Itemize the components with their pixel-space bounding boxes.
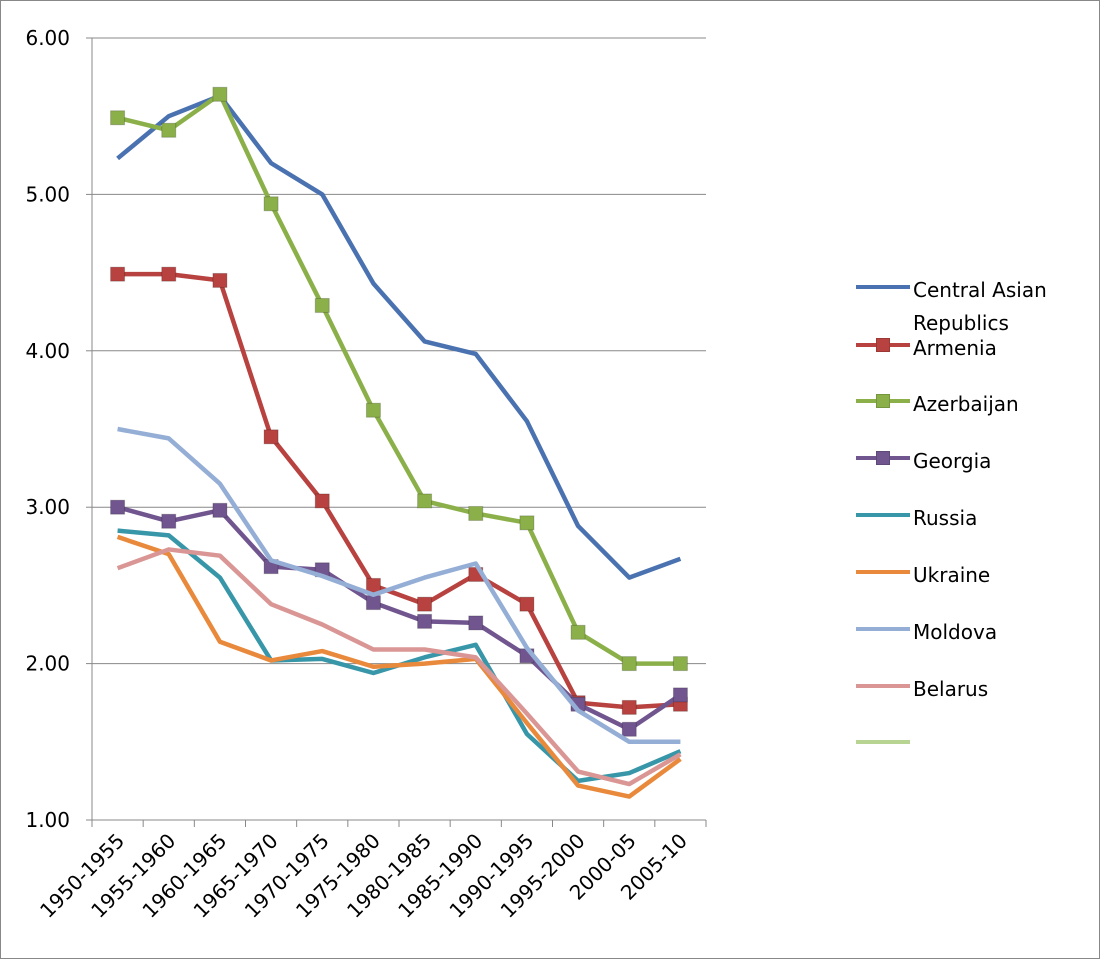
series-marker [110, 266, 126, 282]
y-tick-label: 2.00 [25, 652, 70, 676]
y-tick-label: 6.00 [25, 26, 70, 50]
legend-marker [876, 338, 890, 352]
series-marker [519, 515, 535, 531]
series-marker [212, 86, 228, 102]
series-marker [212, 272, 228, 288]
series-marker [110, 499, 126, 515]
legend-label: Central Asian Republics [913, 278, 1047, 335]
legend-swatch [856, 285, 910, 289]
legend-label: Georgia [913, 449, 992, 473]
series-marker [161, 122, 177, 138]
legend-item: Moldova [856, 614, 1096, 644]
series-marker [110, 110, 126, 126]
series-marker [621, 721, 637, 737]
series-line [117, 528, 682, 784]
series-marker [621, 699, 637, 715]
legend-item: Central Asian Republics [856, 272, 1096, 335]
legend-marker [876, 394, 890, 408]
series-marker [365, 595, 381, 611]
series-marker [672, 656, 688, 672]
series-marker [570, 624, 586, 640]
series-marker [263, 429, 279, 445]
legend-item: Russia [856, 500, 1096, 530]
series-marker [672, 687, 688, 703]
series-marker [365, 402, 381, 418]
legend-label: Ukraine [913, 563, 991, 587]
y-tick-label: 5.00 [25, 182, 70, 206]
series-line [116, 547, 682, 787]
legend-label: Russia [913, 506, 978, 530]
series-marker [161, 513, 177, 529]
series-marker [263, 196, 279, 212]
series-marker [212, 502, 228, 518]
series-line [116, 505, 682, 732]
legend-item: Azerbaijan [856, 386, 1096, 416]
legend-item: Georgia [856, 443, 1096, 473]
series-marker [314, 493, 330, 509]
legend-item: Belarus [856, 671, 1096, 701]
series-line [117, 92, 681, 666]
legend-item: Ukraine [856, 557, 1096, 587]
legend-label: Armenia [913, 336, 997, 360]
legend-label: Azerbaijan [913, 392, 1019, 416]
series-marker [468, 615, 484, 631]
legend-swatch [856, 684, 910, 688]
series-line [117, 271, 681, 710]
legend-marker [876, 451, 890, 465]
series-marker [161, 266, 177, 282]
y-tick-label: 3.00 [25, 495, 70, 519]
legend-swatch [856, 570, 910, 574]
series-line [116, 534, 682, 799]
legend-label: Moldova [913, 620, 998, 644]
series-marker [417, 493, 433, 509]
series-marker [365, 577, 381, 593]
series-marker [417, 596, 433, 612]
legend-swatch [856, 513, 910, 517]
series-marker [468, 505, 484, 521]
legend-item: Armenia [856, 330, 1096, 360]
y-tick-label: 4.00 [25, 339, 70, 363]
series-line [116, 93, 682, 580]
series-line [117, 426, 681, 745]
legend-swatch [856, 627, 910, 631]
series-marker [314, 297, 330, 313]
series-marker [519, 596, 535, 612]
series-marker [417, 613, 433, 629]
y-tick-label: 1.00 [25, 808, 70, 832]
legend-label: Belarus [913, 677, 989, 701]
series-marker [621, 656, 637, 672]
